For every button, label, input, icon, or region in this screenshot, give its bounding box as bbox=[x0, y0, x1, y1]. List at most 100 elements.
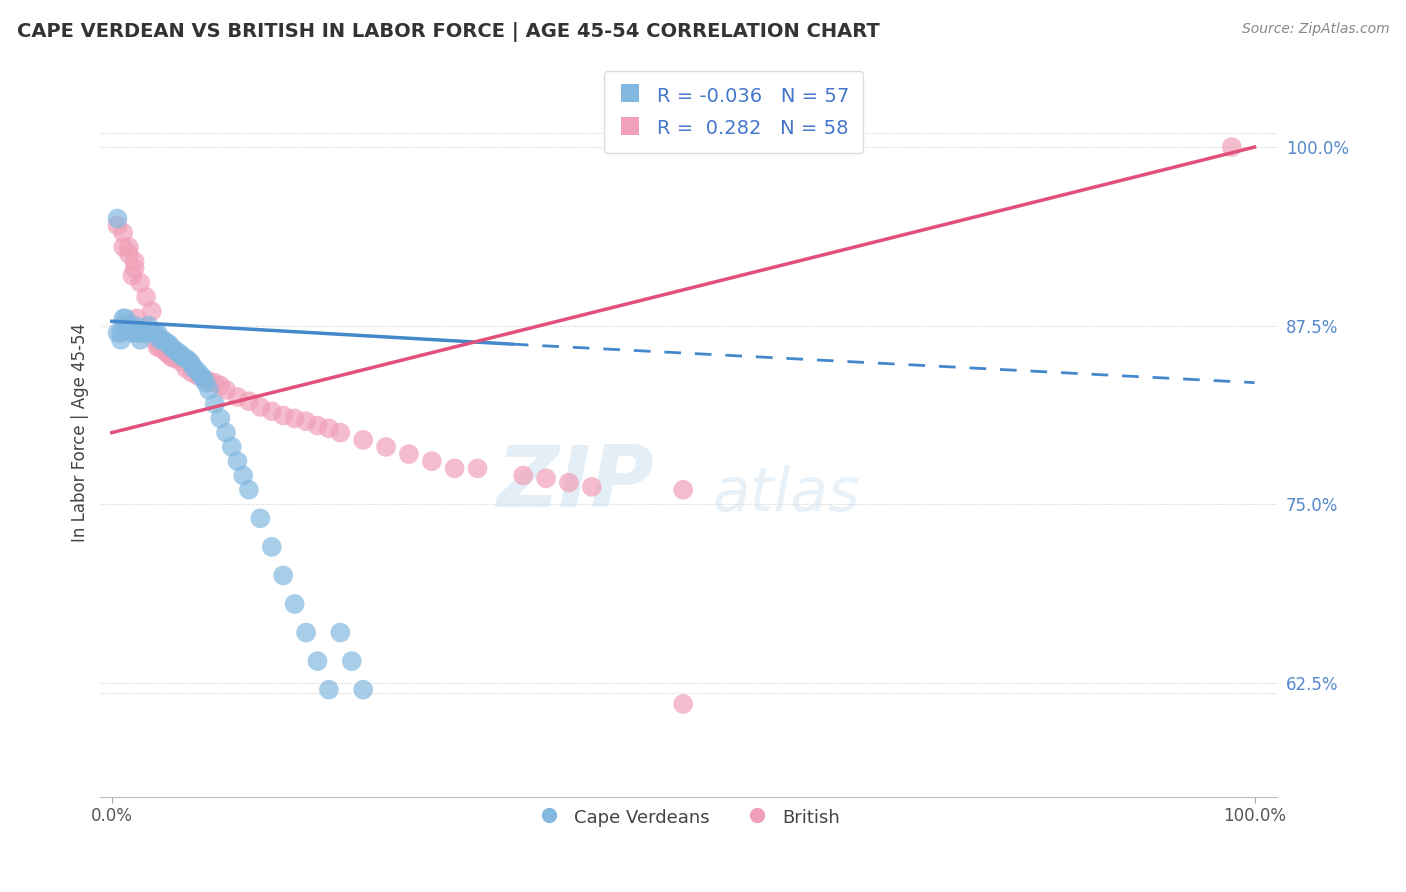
Point bbox=[156, 335, 179, 350]
Point bbox=[138, 318, 160, 333]
Point bbox=[226, 454, 249, 468]
Point bbox=[226, 390, 249, 404]
Point bbox=[138, 326, 160, 340]
Point bbox=[118, 240, 141, 254]
Point bbox=[420, 454, 443, 468]
Point bbox=[132, 326, 155, 340]
Point bbox=[110, 326, 132, 340]
Point bbox=[179, 354, 201, 368]
Point bbox=[340, 654, 363, 668]
Point bbox=[284, 597, 307, 611]
Point bbox=[221, 440, 243, 454]
Point bbox=[318, 682, 340, 697]
Point bbox=[249, 400, 271, 414]
Point bbox=[375, 440, 398, 454]
Point bbox=[1220, 140, 1243, 154]
Point bbox=[149, 340, 172, 354]
Point bbox=[107, 326, 129, 340]
Legend: Cape Verdeans, British: Cape Verdeans, British bbox=[531, 800, 846, 835]
Point bbox=[157, 347, 180, 361]
Point bbox=[121, 268, 143, 283]
Point bbox=[129, 326, 152, 340]
Point bbox=[132, 326, 155, 340]
Point bbox=[152, 333, 174, 347]
Point bbox=[352, 682, 374, 697]
Point bbox=[160, 350, 183, 364]
Point bbox=[112, 311, 135, 326]
Point bbox=[174, 351, 197, 366]
Point bbox=[124, 261, 146, 276]
Point bbox=[672, 483, 695, 497]
Point bbox=[260, 404, 283, 418]
Point bbox=[125, 311, 148, 326]
Y-axis label: In Labor Force | Age 45-54: In Labor Force | Age 45-54 bbox=[72, 323, 89, 542]
Point bbox=[443, 461, 465, 475]
Point bbox=[174, 361, 197, 376]
Point bbox=[198, 383, 221, 397]
Point bbox=[143, 326, 166, 340]
Text: CAPE VERDEAN VS BRITISH IN LABOR FORCE | AGE 45-54 CORRELATION CHART: CAPE VERDEAN VS BRITISH IN LABOR FORCE |… bbox=[17, 22, 880, 42]
Point bbox=[146, 326, 169, 340]
Point bbox=[149, 333, 172, 347]
Point bbox=[190, 368, 212, 383]
Point bbox=[129, 326, 152, 340]
Point bbox=[271, 409, 294, 423]
Point bbox=[307, 418, 329, 433]
Point bbox=[534, 471, 557, 485]
Point bbox=[118, 318, 141, 333]
Point bbox=[209, 378, 232, 392]
Point bbox=[167, 351, 190, 366]
Point bbox=[329, 425, 352, 440]
Point bbox=[114, 311, 136, 326]
Point bbox=[163, 343, 186, 357]
Point bbox=[129, 276, 152, 290]
Point bbox=[141, 304, 163, 318]
Point bbox=[398, 447, 420, 461]
Point bbox=[329, 625, 352, 640]
Text: ZIP: ZIP bbox=[496, 442, 654, 525]
Point bbox=[318, 421, 340, 435]
Point bbox=[156, 345, 179, 359]
Point bbox=[215, 425, 238, 440]
Point bbox=[167, 345, 190, 359]
Point bbox=[157, 337, 180, 351]
Text: Source: ZipAtlas.com: Source: ZipAtlas.com bbox=[1241, 22, 1389, 37]
Point bbox=[512, 468, 534, 483]
Point bbox=[146, 340, 169, 354]
Point bbox=[141, 326, 163, 340]
Point bbox=[215, 383, 238, 397]
Point bbox=[124, 326, 146, 340]
Point bbox=[152, 343, 174, 357]
Point bbox=[112, 318, 135, 333]
Point bbox=[121, 326, 143, 340]
Point bbox=[160, 340, 183, 354]
Point bbox=[186, 364, 208, 378]
Point bbox=[204, 397, 226, 411]
Point bbox=[112, 240, 135, 254]
Text: atlas: atlas bbox=[713, 465, 860, 524]
Point bbox=[295, 625, 318, 640]
Point bbox=[204, 376, 226, 390]
Point bbox=[107, 219, 129, 233]
Point bbox=[284, 411, 307, 425]
Point bbox=[124, 254, 146, 268]
Point bbox=[271, 568, 294, 582]
Point bbox=[198, 374, 221, 388]
Point bbox=[238, 483, 260, 497]
Point bbox=[194, 376, 217, 390]
Point bbox=[180, 357, 202, 371]
Point bbox=[232, 468, 254, 483]
Point bbox=[143, 333, 166, 347]
Point bbox=[163, 351, 186, 366]
Point bbox=[209, 411, 232, 425]
Point bbox=[260, 540, 283, 554]
Point bbox=[467, 461, 489, 475]
Point bbox=[118, 318, 141, 333]
Point bbox=[193, 371, 215, 385]
Point bbox=[135, 326, 157, 340]
Point bbox=[172, 350, 194, 364]
Point bbox=[110, 333, 132, 347]
Point bbox=[672, 697, 695, 711]
Point bbox=[352, 433, 374, 447]
Point bbox=[141, 326, 163, 340]
